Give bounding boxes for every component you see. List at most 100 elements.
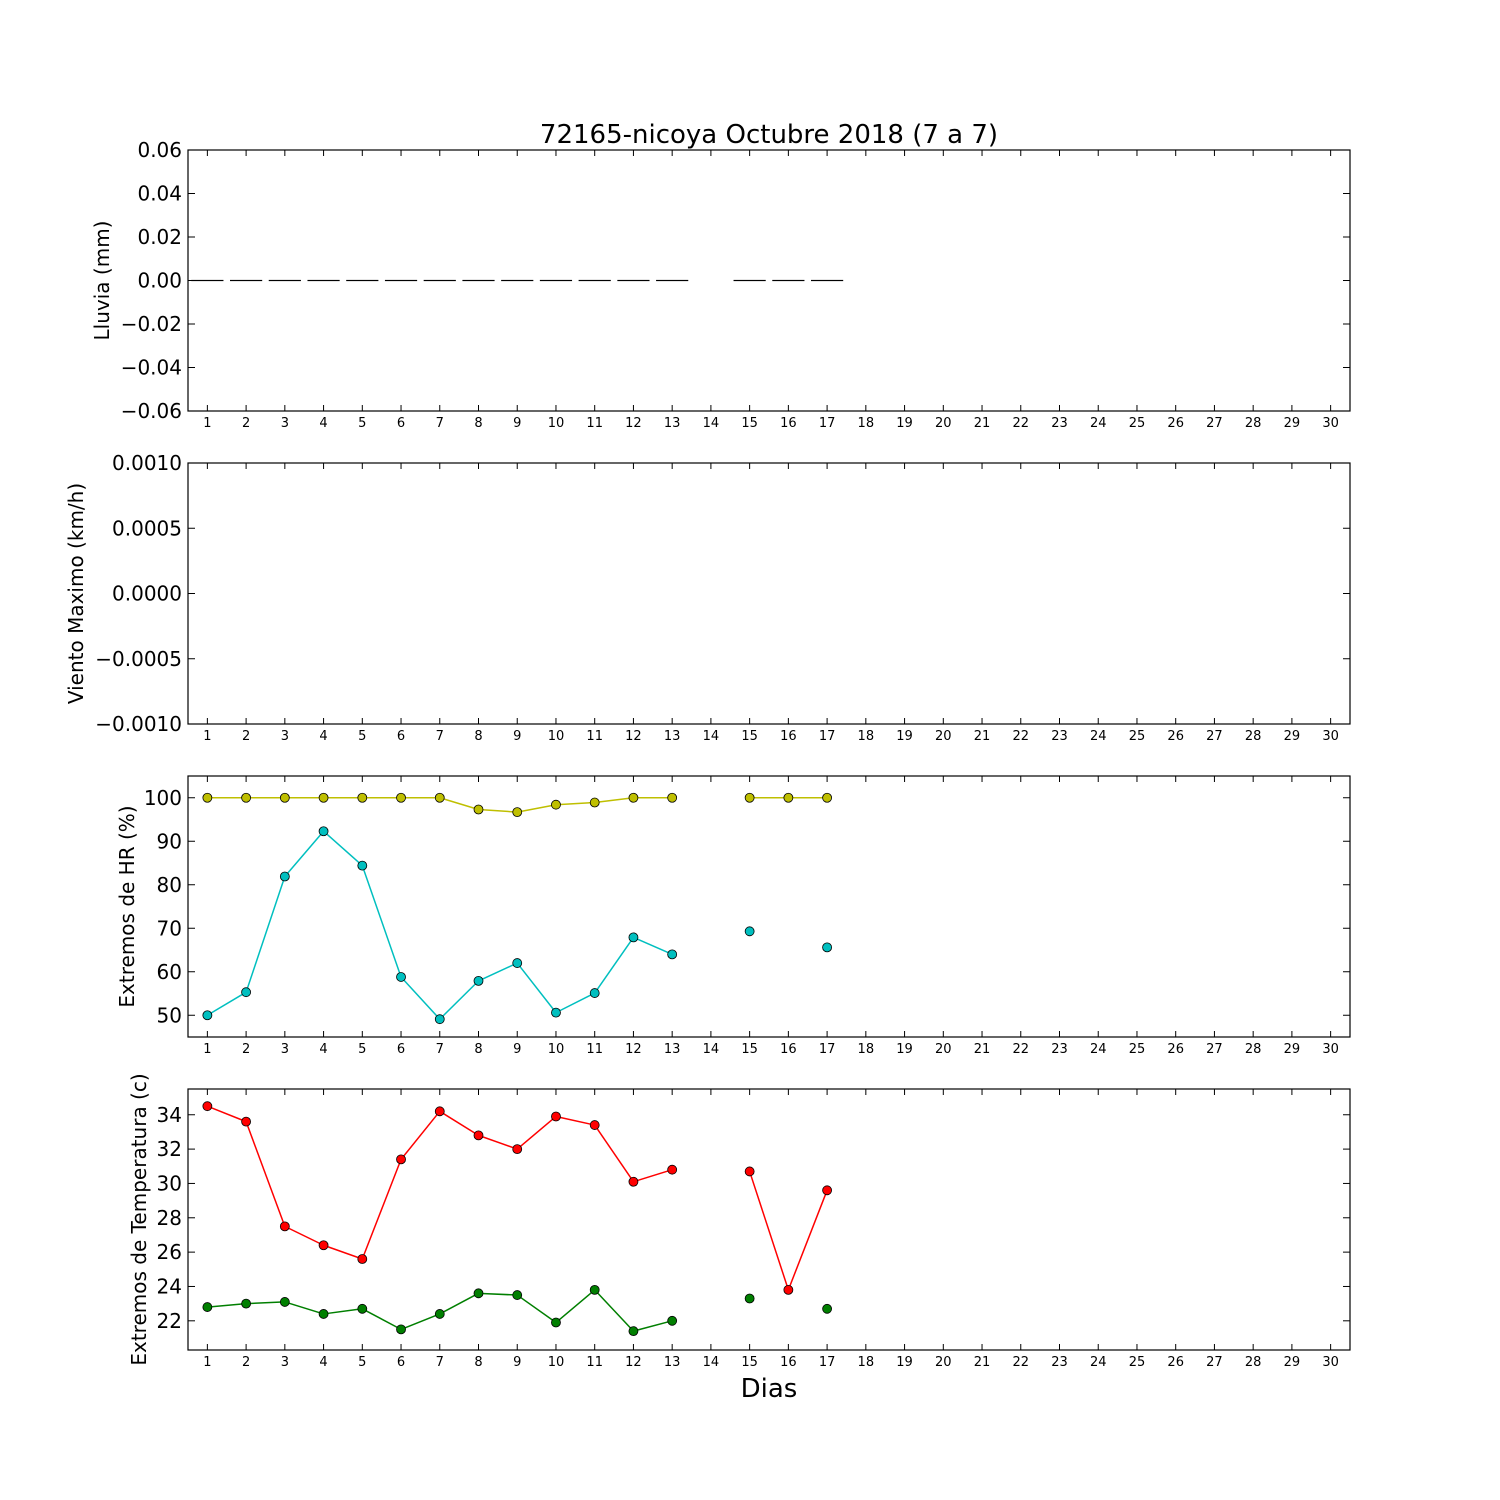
lluvia-xtick-label: 22 — [1012, 416, 1029, 431]
temperatura-xtick-label: 11 — [586, 1355, 603, 1370]
hr-xtick-label: 9 — [513, 1042, 521, 1057]
temperatura-series-1-point — [434, 1309, 445, 1319]
hr-series-0-point — [357, 792, 368, 803]
temperatura-ytick-label: 34 — [157, 1103, 182, 1127]
hr-series-0-point — [551, 799, 561, 810]
temperatura-xtick-label: 12 — [625, 1355, 642, 1370]
lluvia-ytick-label: 0.06 — [137, 138, 182, 162]
hr-xtick-label: 10 — [548, 1042, 565, 1057]
hr-xtick-label: 5 — [358, 1042, 366, 1057]
viento-xtick-label: 27 — [1206, 729, 1223, 744]
viento-xtick-label: 16 — [780, 729, 797, 744]
hr-xtick-label: 27 — [1206, 1042, 1223, 1057]
temperatura-xtick-label: 24 — [1090, 1355, 1107, 1370]
temperatura-series-0-point — [589, 1120, 600, 1130]
lluvia-xtick-label: 25 — [1129, 416, 1146, 431]
hr-series-0-segment — [478, 808, 518, 813]
temperatura-series-0-segment — [361, 1159, 402, 1260]
temperatura-series-0-segment — [207, 1105, 247, 1123]
temperatura-series-0-point — [473, 1130, 484, 1141]
hr-series-0-point — [318, 792, 329, 803]
viento-xtick-label: 13 — [664, 729, 681, 744]
temperatura-series-1-point — [202, 1302, 213, 1312]
lluvia-xtick-label: 3 — [281, 416, 289, 431]
viento-xtick-label: 22 — [1012, 729, 1029, 744]
temperatura-series-1 — [202, 1285, 832, 1337]
viento-xtick-label: 26 — [1167, 729, 1184, 744]
temperatura-series-1-point — [279, 1297, 290, 1307]
lluvia-xtick-label: 29 — [1284, 416, 1301, 431]
temperatura-xtick-label: 2 — [242, 1355, 250, 1370]
viento-xtick-label: 19 — [896, 729, 913, 744]
viento-xtick-label: 1 — [203, 729, 211, 744]
temperatura-series-1-segment — [400, 1313, 441, 1331]
hr-series-1-segment — [206, 991, 247, 1016]
temperatura-series-0-segment — [787, 1190, 828, 1291]
lluvia-xtick-label: 30 — [1322, 416, 1339, 431]
temperatura-xtick-label: 1 — [203, 1355, 211, 1370]
hr-ytick-label: 70 — [157, 916, 182, 940]
viento-xtick-label: 14 — [703, 729, 720, 744]
hr-series-1-point — [279, 871, 290, 882]
hr-xtick-label: 19 — [896, 1042, 913, 1057]
hr-series-1-segment — [594, 936, 635, 994]
temperatura-series-0-point — [241, 1116, 252, 1127]
temperatura-series-1-point — [357, 1303, 368, 1314]
subplots: 0.060.040.020.00−0.02−0.04−0.061 2 3 4 5 6 7 8 9… — [64, 138, 1351, 1370]
hr-series-1-segment — [439, 980, 480, 1020]
hr-xtick-label: 2 — [242, 1042, 250, 1057]
hr-series-1-point — [667, 949, 678, 960]
hr-xtick-label: 21 — [974, 1042, 991, 1057]
hr-xtick-label: 28 — [1245, 1042, 1262, 1057]
temperatura-series-0-point — [318, 1240, 329, 1251]
temperatura-series-1-segment — [361, 1308, 402, 1331]
hr-xtick-label: 18 — [858, 1042, 875, 1057]
temperatura-series-0-segment — [633, 1168, 673, 1183]
temperatura-series-0-point — [396, 1154, 406, 1165]
lluvia-ytick-label: 0.00 — [137, 269, 182, 293]
temperatura-xtick-label: 14 — [703, 1355, 720, 1370]
temperatura-series-1-segment — [478, 1292, 518, 1296]
hr-series-1-segment — [400, 976, 441, 1020]
temperatura-xtick-label: 7 — [436, 1355, 444, 1370]
hr-series-1-segment — [478, 962, 518, 982]
lluvia-ytick-label: 0.02 — [137, 225, 182, 249]
hr-series-0-point — [744, 792, 755, 803]
temperatura-axes-frame — [187, 1088, 1351, 1351]
temperatura-series-0-segment — [594, 1124, 635, 1183]
hr-ytick-label: 50 — [157, 1003, 182, 1027]
lluvia-ylabel: Lluvia (mm) — [90, 221, 114, 341]
temperatura-series-0-segment — [748, 1171, 790, 1291]
lluvia-ytick-label: 0.04 — [137, 182, 182, 206]
viento-xtick-label: 21 — [974, 729, 991, 744]
hr-ytick-label: 60 — [157, 960, 182, 984]
hr-xtick-label: 17 — [819, 1042, 836, 1057]
temperatura-series-1-point — [628, 1326, 639, 1337]
lluvia-xtick-label: 13 — [664, 416, 681, 431]
hr-xtick-label: 1 — [203, 1042, 211, 1057]
viento-ytick-label: −0.0010 — [95, 712, 182, 736]
temperatura-xtick-label: 9 — [513, 1355, 521, 1370]
hr-xtick-label: 23 — [1051, 1042, 1068, 1057]
hr-series-0-point — [279, 792, 290, 803]
temperatura-xtick-label: 17 — [819, 1355, 836, 1370]
viento-xtick-label: 11 — [586, 729, 603, 744]
hr-xtick-label: 24 — [1090, 1042, 1107, 1057]
temperatura-series-0 — [202, 1101, 832, 1295]
temperatura-series-0-segment — [400, 1110, 441, 1160]
temperatura-series-1-point — [318, 1309, 329, 1319]
hr-series-1-point — [822, 942, 832, 953]
viento-xtick-label: 5 — [358, 729, 366, 744]
temperatura-ytick-label: 28 — [157, 1206, 182, 1230]
temperatura-series-1-segment — [323, 1308, 363, 1315]
hr-series-1 — [202, 826, 832, 1025]
viento-ytick-label: −0.0005 — [95, 647, 182, 671]
hr-series-1-point — [551, 1007, 561, 1018]
temperatura-xtick-label: 10 — [548, 1355, 565, 1370]
temperatura-series-0-segment — [284, 1225, 324, 1246]
temperatura-xtick-label: 25 — [1129, 1355, 1146, 1370]
temperatura-xtick-label: 21 — [974, 1355, 991, 1370]
hr-xtick-label: 7 — [436, 1042, 444, 1057]
